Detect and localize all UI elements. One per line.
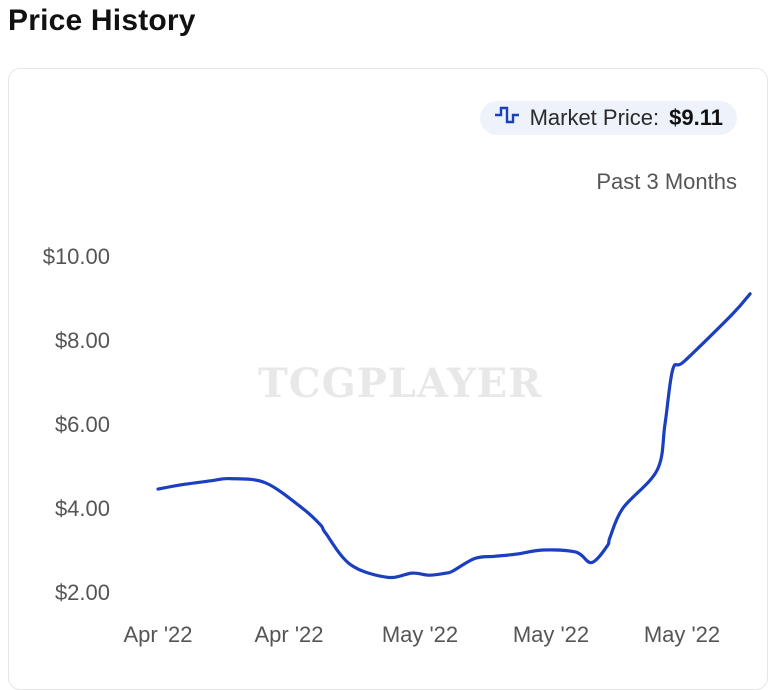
price-history-card: Market Price: $9.11 Past 3 Months — [8, 68, 768, 690]
y-tick-label: $8.00 — [55, 328, 110, 353]
market-price-line — [156, 292, 752, 580]
step-line-icon — [494, 105, 520, 131]
x-tick-label: Apr '22 — [254, 622, 323, 647]
price-line-chart: $10.00 $8.00 $6.00 $4.00 $2.00 Apr '22 Apr '2… — [43, 244, 752, 647]
y-tick-label: $10.00 — [43, 244, 110, 269]
page-title: Price History — [8, 4, 196, 37]
range-label[interactable]: Past 3 Months — [596, 169, 737, 194]
x-tick-label: May '22 — [513, 622, 589, 647]
market-price-value: $9.11 — [669, 105, 723, 130]
x-tick-label: May '22 — [382, 622, 458, 647]
x-tick-label: May '22 — [644, 622, 720, 647]
y-tick-label: $2.00 — [55, 580, 110, 605]
y-tick-label: $6.00 — [55, 412, 110, 437]
watermark: TCGPLAYER — [258, 360, 543, 407]
market-price-legend[interactable]: Market Price: $9.11 — [479, 101, 737, 135]
market-price-label: Market Price: — [529, 105, 660, 130]
y-tick-label: $4.00 — [55, 496, 110, 521]
x-tick-label: Apr '22 — [123, 622, 192, 647]
